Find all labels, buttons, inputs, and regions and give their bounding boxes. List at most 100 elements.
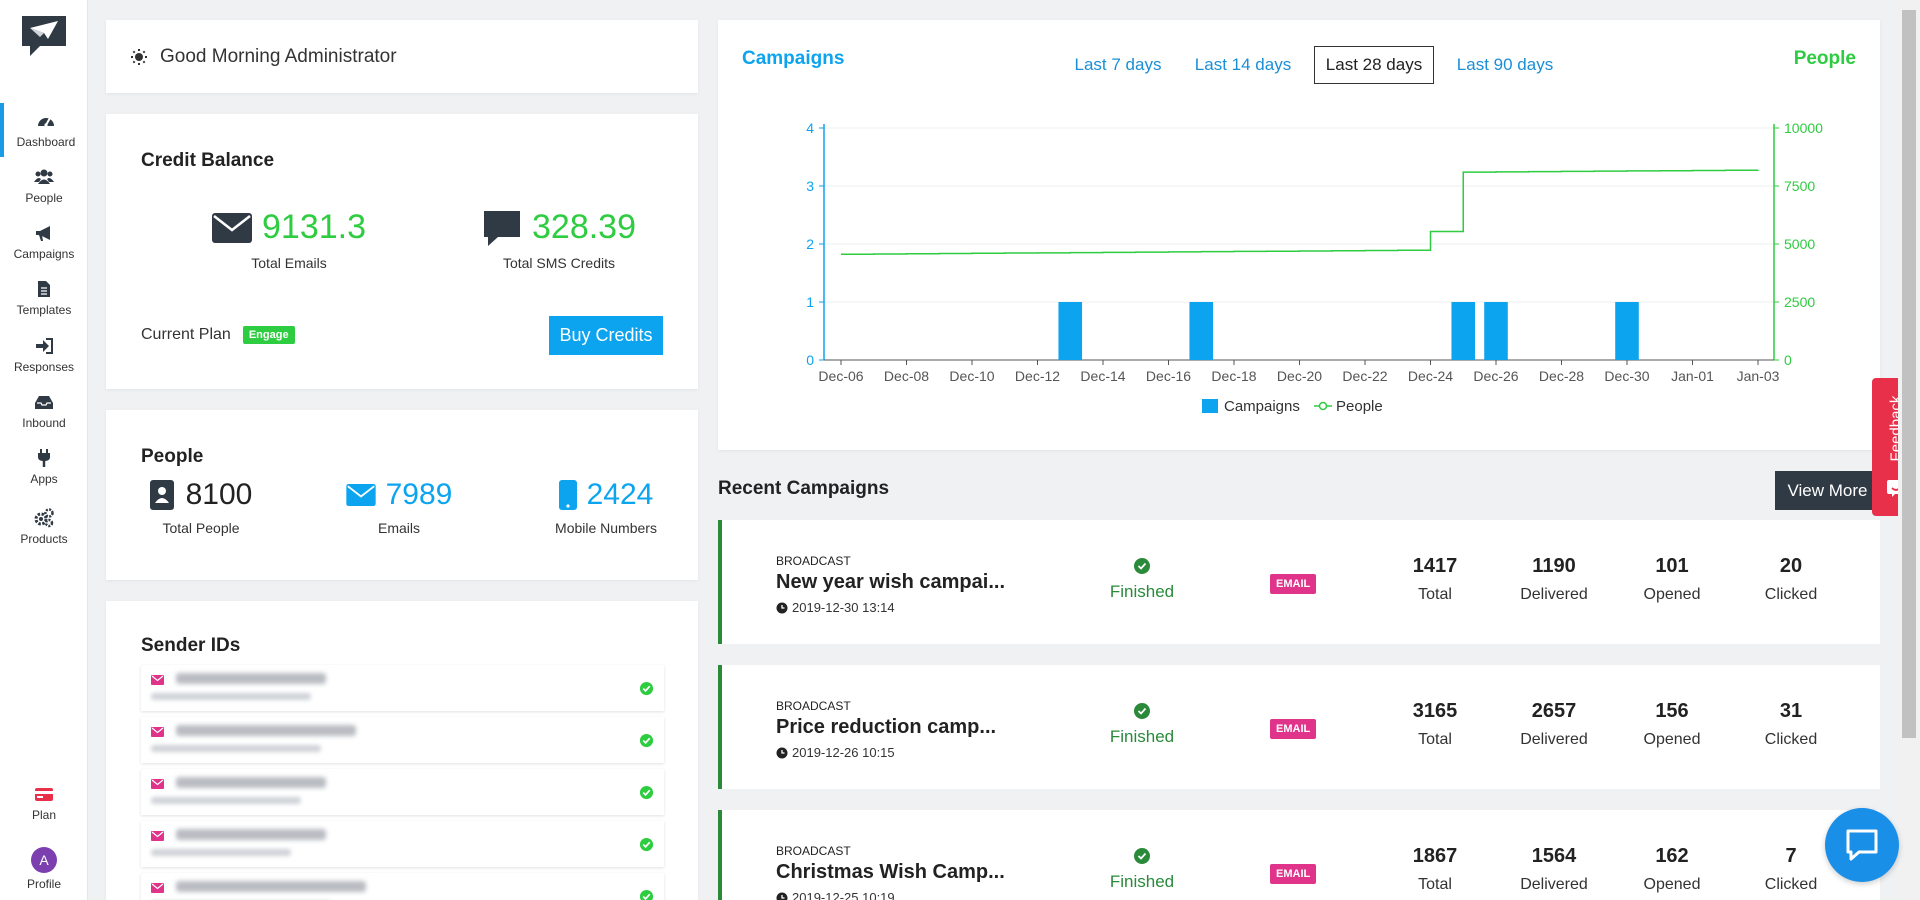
avatar: A (31, 847, 57, 873)
people-card: People 8100 Total People 7989 Emails 242… (106, 410, 698, 580)
envelope-icon (151, 831, 164, 841)
campaign-status-text: Finished (1109, 872, 1175, 891)
mobile-numbers-label: Mobile Numbers (555, 520, 657, 536)
sidebar-item-label: Plan (31, 808, 57, 822)
right-tick-label: 0 (1784, 352, 1792, 368)
sender-id-item[interactable] (141, 665, 664, 711)
x-tick-label: Jan-03 (1737, 368, 1780, 384)
plug-icon (38, 449, 50, 467)
left-tick-label: 4 (806, 120, 814, 136)
range-last-28-days[interactable]: Last 28 days (1314, 46, 1434, 84)
campaign-type: BROADCAST (776, 844, 851, 858)
right-tick-label: 5000 (1784, 236, 1815, 252)
total-emails-label: Total Emails (251, 255, 327, 271)
credit-balance-card: Credit Balance 9131.3 Total Emails 328.3… (106, 114, 698, 389)
scrollbar[interactable] (1898, 0, 1920, 900)
x-tick-label: Dec-26 (1473, 368, 1518, 384)
sender-id-item[interactable] (141, 769, 664, 815)
legend-campaigns-label: Campaigns (1224, 398, 1300, 415)
check-circle-icon (1134, 558, 1150, 574)
sender-id-item[interactable] (141, 821, 664, 867)
metric-clicked: 7 Clicked (1736, 845, 1846, 894)
sidebar-item-people[interactable]: People (0, 159, 88, 213)
sender-id-item[interactable] (141, 873, 664, 900)
metric-label: Opened (1643, 586, 1701, 603)
sender-ids-card: Sender IDs (106, 601, 698, 900)
metric-label: Total (1418, 876, 1452, 893)
scrollbar-thumb[interactable] (1902, 10, 1916, 738)
total-sms-value: 328.39 (532, 208, 636, 246)
metric-clicked: 31 Clicked (1736, 700, 1846, 749)
current-plan-label: Current Plan (141, 326, 231, 343)
card-title: People (141, 446, 204, 467)
campaigns-bar (1484, 302, 1508, 360)
range-last-90-days[interactable]: Last 90 days (1456, 55, 1554, 74)
x-tick-label: Dec-06 (818, 368, 863, 384)
sidebar-item-label: Campaigns (13, 247, 75, 261)
view-more-button[interactable]: View More (1775, 471, 1880, 510)
range-last-14-days[interactable]: Last 14 days (1194, 55, 1292, 74)
sidebar-item-label: Dashboard (16, 135, 76, 149)
logo-icon[interactable] (18, 12, 70, 58)
metric-label: Delivered (1520, 731, 1588, 748)
sidebar-item-products[interactable]: Products (0, 500, 88, 554)
envelope-icon (151, 675, 164, 685)
campaigns-bar (1058, 302, 1083, 360)
campaign-date-text: 2019-12-30 13:14 (792, 600, 895, 615)
campaign-name[interactable]: Christmas Wish Camp... (776, 861, 1005, 883)
metric-total: 1417 Total (1380, 555, 1490, 604)
sidebar-item-templates[interactable]: Templates (0, 271, 88, 325)
metric-clicked: 20 Clicked (1736, 555, 1846, 604)
x-tick-label: Dec-28 (1539, 368, 1584, 384)
sidebar-item-campaigns[interactable]: Campaigns (0, 215, 88, 269)
buy-credits-button[interactable]: Buy Credits (549, 316, 663, 355)
legend-people-marker (1318, 401, 1328, 411)
metric-label: Opened (1643, 731, 1701, 748)
mobile-numbers-stat: 2424 Mobile Numbers (531, 478, 681, 536)
range-last-7-days[interactable]: Last 7 days (1074, 55, 1162, 74)
campaigns-bar (1615, 302, 1639, 360)
metric-delivered: 1564 Delivered (1499, 845, 1609, 894)
check-circle-icon (639, 681, 654, 696)
metric-label: Delivered (1520, 586, 1588, 603)
card-title: Sender IDs (141, 635, 241, 656)
gears-icon (34, 508, 54, 528)
envelope-icon (151, 727, 164, 737)
sidebar-item-dashboard[interactable]: Dashboard (0, 103, 88, 157)
people-line (841, 169, 1759, 255)
legend-people-label: People (1336, 398, 1383, 415)
right-tick-label: 7500 (1784, 178, 1815, 194)
campaign-name[interactable]: Price reduction camp... (776, 716, 997, 738)
metric-value: 1564 (1531, 845, 1577, 867)
check-circle-icon (639, 733, 654, 748)
chart-title-people: People (1793, 48, 1856, 69)
metric-value: 3165 (1412, 700, 1458, 722)
metric-value: 156 (1655, 700, 1689, 722)
x-tick-label: Dec-20 (1277, 368, 1322, 384)
metric-value: 101 (1655, 555, 1689, 577)
current-plan: Current Plan Engage (141, 326, 295, 344)
sidebar-item-label: People (25, 191, 63, 205)
sidebar-item-responses[interactable]: Responses (0, 328, 88, 382)
comment-icon (484, 210, 520, 246)
sidebar-item-inbound[interactable]: Inbound (0, 384, 88, 438)
campaign-row[interactable]: BROADCAST Price reduction camp... 2019-1… (718, 665, 1880, 789)
sidebar-item-profile[interactable]: A Profile (0, 842, 88, 896)
clock-icon (776, 602, 788, 613)
sidebar-item-plan[interactable]: Plan (0, 776, 88, 830)
campaign-row[interactable]: BROADCAST New year wish campai... 2019-1… (718, 520, 1880, 644)
chat-launcher-button[interactable] (1825, 808, 1899, 882)
campaign-row[interactable]: BROADCAST Christmas Wish Camp... 2019-12… (718, 810, 1880, 900)
metric-label: Clicked (1764, 876, 1818, 893)
x-tick-label: Dec-18 (1211, 368, 1256, 384)
campaigns-people-chart-card: 0 1 2 3 4 0 2500 5000 7500 10000 Dec-06 Dec-08 Dec-1… (718, 20, 1880, 450)
total-sms-label: Total SMS Credits (502, 255, 616, 271)
check-circle-icon (639, 785, 654, 800)
campaign-name[interactable]: New year wish campai... (776, 571, 1005, 593)
envelope-icon (345, 484, 376, 506)
metric-value: 7 (1785, 845, 1797, 867)
x-tick-label: Dec-14 (1080, 368, 1125, 384)
legend-campaigns-swatch (1202, 399, 1218, 413)
sender-id-item[interactable] (141, 717, 664, 763)
sidebar-item-apps[interactable]: Apps (0, 440, 88, 494)
